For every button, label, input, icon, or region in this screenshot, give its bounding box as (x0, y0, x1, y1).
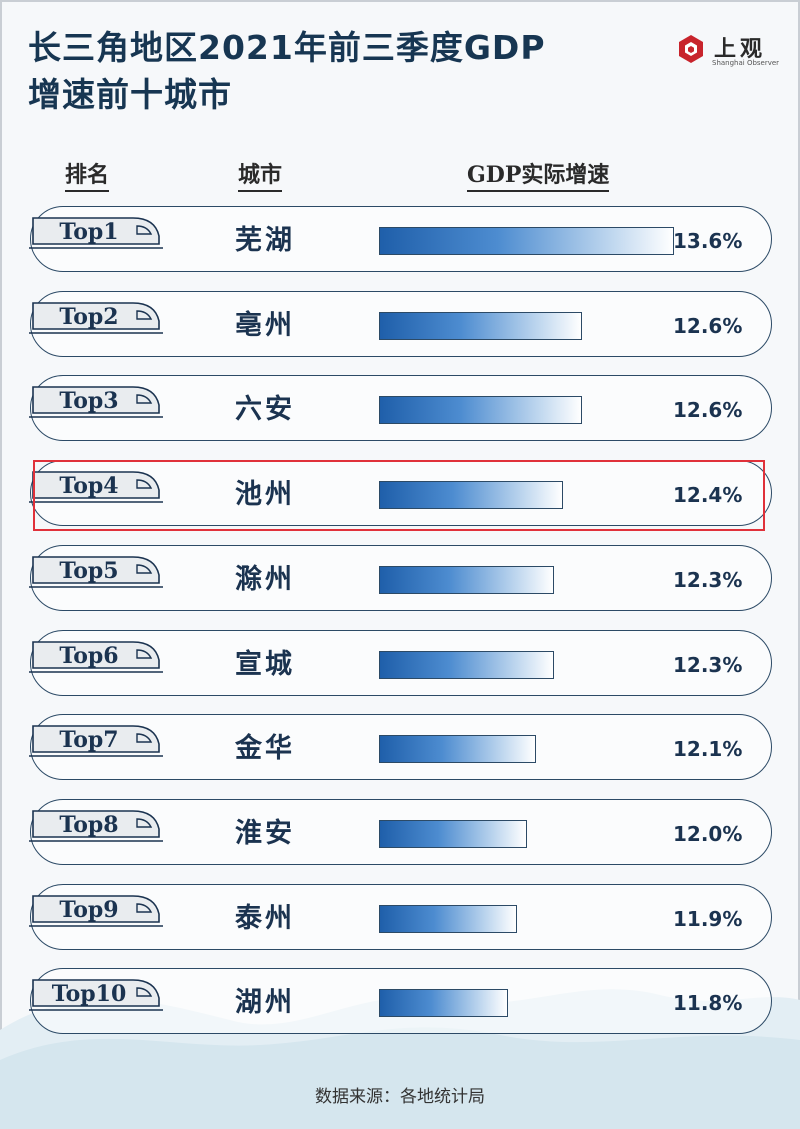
rank-label: Top9 (59, 897, 119, 923)
column-header-rank: 排名 (65, 162, 110, 192)
growth-bar (379, 989, 508, 1017)
rank-label: Top3 (59, 388, 119, 414)
growth-value: 13.6% (673, 229, 743, 253)
rank-label: Top4 (59, 473, 119, 499)
ranking-row: Top2 亳州 12.6% (29, 291, 772, 357)
ranking-row: Top3 六安 12.6% (29, 375, 772, 441)
growth-bar (379, 735, 536, 763)
ranking-row: Top9 泰州 11.9% (29, 884, 772, 950)
column-header-city: 城市 (238, 162, 283, 192)
city-name: 滁州 (235, 564, 295, 595)
growth-value: 12.4% (673, 483, 743, 507)
rank-label: Top6 (59, 643, 119, 669)
title-line-2: 增速前十城市 (28, 75, 232, 114)
rank-label: Top7 (59, 727, 119, 753)
highlight-box (33, 460, 765, 531)
growth-value: 12.6% (673, 314, 743, 338)
growth-value: 12.1% (673, 737, 743, 761)
rank-label: Top2 (59, 304, 119, 330)
growth-bar (379, 227, 674, 255)
rank-label: Top8 (59, 812, 119, 838)
growth-bar (379, 396, 582, 424)
growth-bar (379, 312, 582, 340)
city-name: 芜湖 (235, 225, 295, 256)
data-source: 数据来源：各地统计局 (315, 1087, 485, 1107)
rank-label: Top1 (59, 219, 119, 245)
city-name: 金华 (235, 733, 295, 764)
logo-icon (679, 35, 703, 63)
city-name: 亳州 (235, 310, 295, 341)
ranking-row: Top8 淮安 12.0% (29, 799, 772, 865)
rank-tag-icon (29, 725, 163, 757)
city-name: 宣城 (235, 649, 295, 680)
rank-tag-icon (29, 471, 163, 503)
title-line-1: 长三角地区2021年前三季度GDP (28, 28, 546, 67)
growth-bar (379, 566, 554, 594)
growth-value: 12.3% (673, 568, 743, 592)
growth-value: 12.3% (673, 653, 743, 677)
growth-value: 11.9% (673, 907, 743, 931)
column-header-growth: GDP实际增速 (467, 162, 610, 192)
growth-bar (379, 651, 554, 679)
ranking-row: Top1 芜湖 13.6% (29, 206, 772, 272)
growth-bar (379, 905, 517, 933)
ranking-row: Top10 湖州 11.8% (29, 968, 772, 1034)
city-name: 泰州 (235, 903, 295, 934)
growth-bar (379, 820, 527, 848)
rank-tag-icon (29, 302, 163, 334)
growth-value: 12.0% (673, 822, 743, 846)
rank-tag-icon (29, 556, 163, 588)
city-name: 池州 (235, 479, 295, 510)
ranking-row: Top6 宣城 12.3% (29, 630, 772, 696)
city-name: 湖州 (235, 987, 295, 1018)
growth-bar (379, 481, 563, 509)
rank-tag-icon (29, 810, 163, 842)
rank-tag-icon (29, 641, 163, 673)
growth-value: 12.6% (673, 398, 743, 422)
logo-subtitle: Shanghai Observer (712, 59, 780, 67)
rank-tag-icon (29, 386, 163, 418)
rank-tag-icon (29, 895, 163, 927)
page-title: 长三角地区2021年前三季度GDP 增速前十城市 (28, 24, 546, 118)
city-name: 淮安 (235, 818, 295, 849)
rank-label: Top5 (59, 558, 119, 584)
logo-name: 上观 (714, 37, 767, 62)
ranking-row: Top5 滁州 12.3% (29, 545, 772, 611)
brand-logo: 上观 Shanghai Observer (676, 30, 780, 70)
ranking-row: Top4 池州 12.4% (29, 460, 772, 526)
rank-tag-icon (29, 217, 163, 249)
city-name: 六安 (235, 394, 295, 425)
rank-tag-icon (29, 979, 163, 1011)
growth-value: 11.8% (673, 991, 743, 1015)
ranking-row: Top7 金华 12.1% (29, 714, 772, 780)
rank-label: Top10 (51, 981, 127, 1007)
